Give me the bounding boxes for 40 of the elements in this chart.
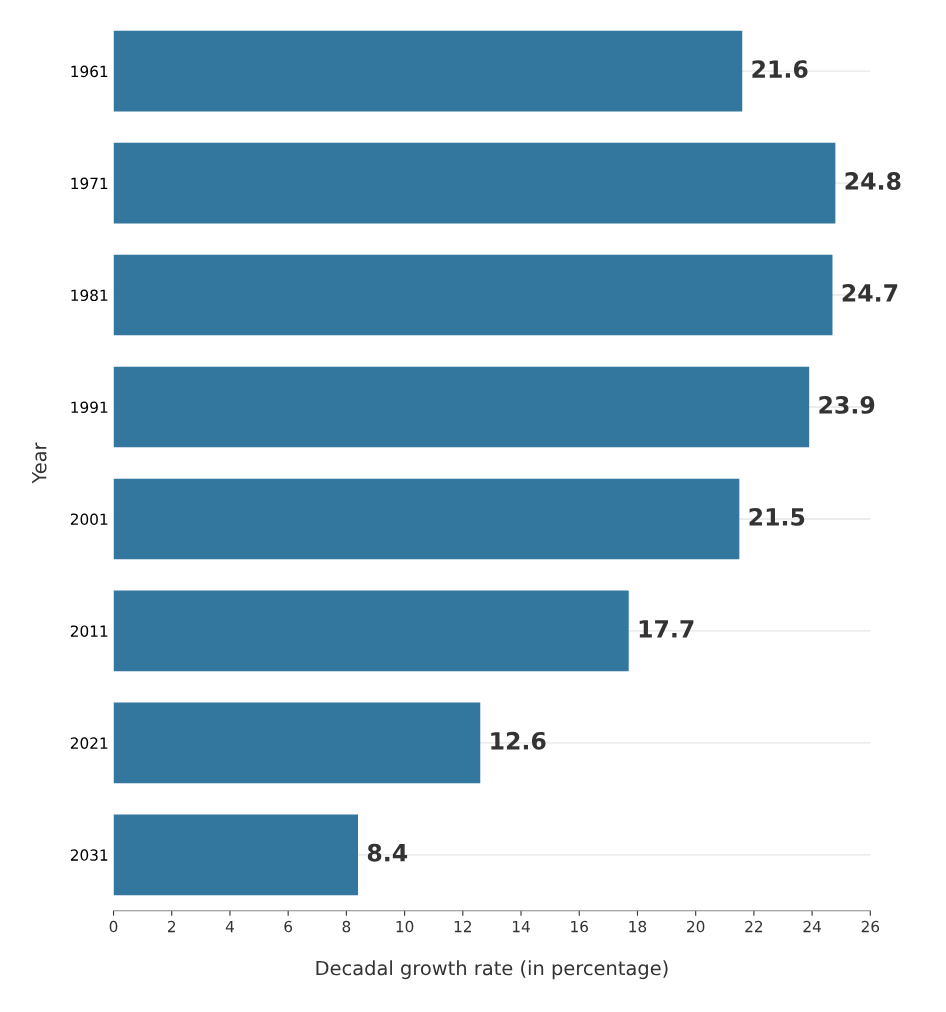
data-label: 17.7	[639, 620, 694, 638]
y-tick-label: 1991	[71, 401, 108, 414]
x-tick-label: 6	[284, 920, 293, 933]
y-axis-title: Year	[32, 442, 47, 484]
y-tick-label: 1981	[71, 289, 108, 302]
data-label: 8.4	[367, 843, 408, 862]
x-tick-label: 4	[225, 920, 234, 933]
x-tick-label: 8	[342, 920, 351, 933]
data-label: 24.7	[842, 284, 898, 302]
bar	[113, 254, 833, 336]
y-tick-label: 1961	[71, 65, 108, 78]
data-label: 24.8	[845, 172, 901, 190]
x-tick-label: 24	[803, 920, 821, 933]
bar	[113, 478, 740, 560]
bar	[113, 814, 359, 896]
bar	[113, 142, 836, 224]
bar	[113, 590, 629, 672]
y-tick-label: 2001	[70, 513, 108, 525]
x-tick-label: 0	[109, 920, 118, 933]
bar	[113, 30, 743, 112]
x-tick-label: 26	[861, 920, 880, 933]
x-tick-label: 18	[629, 920, 647, 933]
y-tick-label: 1971	[71, 177, 108, 190]
x-tick-label: 14	[512, 920, 530, 933]
bar	[113, 366, 810, 448]
data-label: 12.6	[491, 731, 546, 750]
x-tick-label: 20	[687, 920, 705, 933]
x-tick-label: 2	[167, 920, 176, 933]
x-tick-label: 16	[571, 920, 588, 933]
data-label: 21.6	[752, 60, 808, 79]
y-tick-label: 2031	[70, 849, 108, 861]
x-tick-label: 10	[396, 920, 414, 933]
y-tick-label: 2011	[70, 625, 108, 637]
x-axis-title: Decadal growth rate (in percentage)	[316, 960, 668, 980]
x-tick-label: 12	[454, 920, 471, 933]
bar	[113, 702, 481, 784]
data-label: 23.9	[819, 396, 875, 414]
y-tick-label: 2021	[70, 737, 108, 749]
data-label: 21.5	[749, 507, 805, 526]
x-tick-label: 22	[745, 920, 763, 933]
